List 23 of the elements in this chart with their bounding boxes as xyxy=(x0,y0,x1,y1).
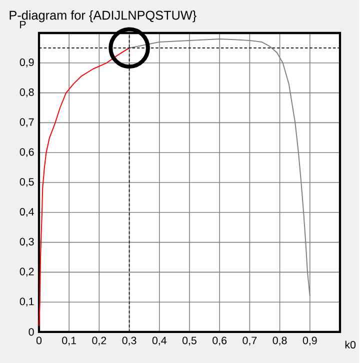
x-tick-label: 0,4 xyxy=(152,336,166,346)
x-tick-label: 0,5 xyxy=(182,336,196,346)
x-tick-label: 0,1 xyxy=(62,336,76,346)
x-tick-label: 0,9 xyxy=(302,336,317,346)
x-tick-label: 0,6 xyxy=(212,336,226,346)
y-tick-label: 0,9 xyxy=(20,58,34,68)
y-tick-label: 0,7 xyxy=(20,118,34,128)
y-tick-label: 0 xyxy=(28,328,34,336)
x-tick-label: 0,2 xyxy=(92,336,106,346)
chart-title: P-diagram for {ADIJLNPQSTUW} xyxy=(10,10,196,22)
y-tick-label: 0,3 xyxy=(20,238,34,247)
y-tick-label: 0,6 xyxy=(20,148,34,157)
x-tick-label: 0,8 xyxy=(272,336,287,346)
y-tick-label: 0,8 xyxy=(20,88,34,98)
x-tick-label: 0,7 xyxy=(242,336,256,346)
x-tick-label: 0,3 xyxy=(122,336,136,346)
y-tick-label: 0,1 xyxy=(20,298,34,306)
x-axis-title: k0 xyxy=(345,340,356,349)
y-tick-label: 0,4 xyxy=(20,208,34,217)
y-axis-title: P xyxy=(20,20,26,28)
y-tick-label: 0,5 xyxy=(20,178,34,187)
x-tick-label: 0 xyxy=(36,336,42,344)
y-tick-label: 0,2 xyxy=(20,268,34,277)
